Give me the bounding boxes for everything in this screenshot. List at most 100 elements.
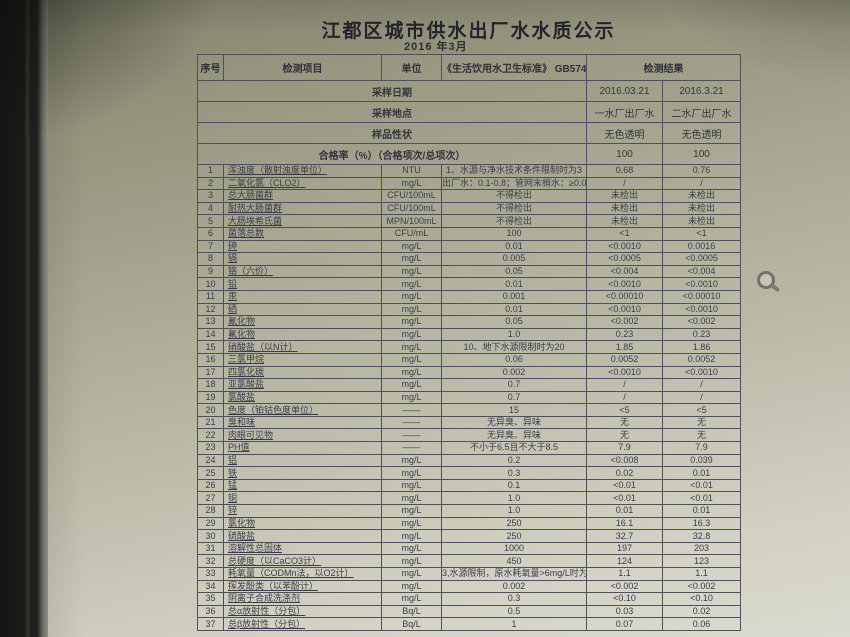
info-label: 合格率（%）（合格项次/总项次）	[197, 143, 587, 165]
cell-result-plant1: 16.1	[586, 516, 663, 531]
cell-standard: 0.06	[441, 352, 587, 367]
cell-result-plant2: 0.01	[662, 466, 741, 480]
cell-result-plant2: 0.06	[662, 617, 741, 631]
cell-result-plant2: <5	[662, 403, 741, 417]
cell-result-plant2: 0.039	[662, 453, 741, 468]
cell-result-plant1: <0.01	[586, 478, 663, 493]
cell-unit: mg/L	[381, 478, 442, 493]
cell-item: 氯化物	[223, 516, 382, 531]
cell-unit: CFU/100mL	[381, 189, 442, 203]
cell-standard: 450	[441, 554, 587, 568]
info-value-plant1: 一水厂出厂水	[586, 101, 663, 123]
table-row: 15 硝酸盐（以N计） mg/L 10、地下水源限制时为20 1.85 1.86	[197, 340, 741, 354]
table-row: 13 氰化物 mg/L 0.05 <0.002 <0.002	[197, 315, 741, 329]
cell-standard: 250	[441, 516, 587, 531]
cell-unit: mg/L	[381, 239, 442, 254]
info-label: 采样地点	[197, 101, 587, 123]
cell-unit: mg/L	[381, 176, 442, 191]
cell-standard: 1000	[441, 541, 587, 556]
cell-result-plant2: <0.002	[662, 315, 741, 329]
cell-unit: mg/L	[381, 277, 442, 291]
cell-item: 砷	[223, 239, 382, 254]
table-row: 27 铜 mg/L 1.0 <0.01 <0.01	[197, 491, 741, 506]
cell-result-plant2: 无	[662, 428, 741, 443]
table-row: 29 氯化物 mg/L 250 16.1 16.3	[197, 516, 741, 531]
table-row: 18 亚氯酸盐 mg/L 0.7//	[197, 378, 741, 392]
cell-standard: 0.3	[441, 466, 587, 480]
info-value-plant2: 100	[662, 143, 741, 165]
cell-item: 铅	[223, 277, 382, 291]
report-month: 2016 年3月	[404, 41, 468, 53]
cell-item: 肉眼可见物	[223, 428, 382, 443]
cell-standard: 0.3	[441, 592, 587, 606]
cell-no: 25	[197, 466, 224, 480]
cell-item: 四氯化碳	[223, 365, 382, 380]
cell-no: 34	[197, 579, 224, 594]
cell-result-plant2: <0.01	[662, 478, 741, 493]
cell-result-plant2: <0.004	[662, 264, 741, 279]
cell-result-plant1: 无	[586, 428, 663, 443]
cell-result-plant1: /	[586, 390, 663, 405]
table-row: 4 耐热大肠菌群 CFU/100mL 不得检出 未检出 未检出	[197, 201, 741, 216]
cell-standard: 不得检出	[441, 214, 587, 228]
cell-result-plant2: <0.0005	[662, 252, 741, 266]
cell-result-plant2: 1.86	[662, 340, 741, 354]
cell-unit: mg/L	[381, 352, 442, 367]
cell-result-plant1: 未检出	[586, 189, 663, 203]
cell-standard: 0.01	[441, 302, 587, 317]
cell-item: 总大肠菌群	[223, 189, 382, 203]
cell-result-plant2: <0.00010	[662, 289, 741, 304]
cell-item: 汞	[223, 289, 382, 304]
cell-result-plant2: <0.0010	[662, 277, 741, 291]
cell-standard: 0.002	[441, 365, 587, 380]
cell-standard: 0.2	[441, 453, 587, 468]
cell-result-plant2: 1.1	[662, 567, 741, 581]
cell-result-plant1: 1.85	[586, 340, 663, 354]
cell-item: 耐热大肠菌群	[223, 201, 382, 216]
cell-unit: Bq/L	[381, 617, 442, 631]
cell-unit: mg/L	[381, 302, 442, 317]
cell-no: 30	[197, 529, 224, 543]
cell-unit: mg/L	[381, 592, 442, 606]
cell-item: 锰	[223, 478, 382, 493]
cell-unit: mg/L	[381, 466, 442, 480]
table-row: 22 肉眼可见物 —— 无异臭、异味无无	[197, 428, 741, 443]
cell-no: 19	[197, 390, 224, 405]
cell-unit: mg/L	[381, 541, 442, 556]
cell-item: 浑浊度（散射浊度单位）	[223, 164, 382, 178]
cell-standard: 0.001	[441, 289, 587, 304]
cell-result-plant1: 无	[586, 415, 663, 430]
cell-no: 29	[197, 516, 224, 531]
col-header-standard: 《生活饮用水卫生标准》 GB5749	[441, 54, 587, 81]
cell-result-plant2: 未检出	[662, 214, 741, 228]
table-row: 11 汞 mg/L 0.001 <0.00010 <0.00010	[197, 289, 741, 304]
info-row: 采样地点 一水厂出厂水 二水厂出厂水	[197, 101, 741, 123]
cell-result-plant1: 未检出	[586, 214, 663, 228]
cell-standard: 0.005	[441, 252, 587, 266]
cell-no: 5	[197, 214, 224, 228]
magnifier-cursor-icon	[757, 271, 781, 292]
cell-unit: mg/L	[381, 554, 442, 568]
info-row: 采样日期 2016.03.21 2016.3.21	[197, 80, 741, 102]
cell-standard: 0.1	[441, 478, 587, 493]
cell-no: 27	[197, 491, 224, 506]
col-header-result: 检测结果	[586, 54, 741, 81]
cell-result-plant1: <0.00010	[586, 289, 663, 304]
cell-no: 13	[197, 315, 224, 329]
cell-standard: 无异臭、异味	[441, 415, 587, 430]
cell-item: 三氯甲烷	[223, 352, 382, 367]
cell-standard: 3,水源限制，原水耗氧量>6mg/L时为5	[441, 567, 587, 581]
cell-result-plant1: <0.0005	[586, 252, 663, 266]
cell-standard: 100	[441, 226, 587, 241]
cell-standard: 0.7	[441, 378, 587, 392]
table-header-row: 序号 检测项目 单位 《生活饮用水卫生标准》 GB5749 检测结果	[197, 54, 741, 81]
cell-item: 挥发酚类（以苯酚计）	[223, 579, 382, 594]
info-value-plant2: 二水厂出厂水	[662, 101, 741, 123]
cell-result-plant1: <0.008	[586, 453, 663, 468]
cell-item: 铬（六价）	[223, 264, 382, 279]
cell-result-plant1: 未检出	[586, 201, 663, 216]
cell-result-plant2: <1	[662, 226, 741, 241]
table-row: 6 菌落总数 CFU/mL 100 <1 <1	[197, 226, 741, 241]
cell-unit: mg/L	[381, 491, 442, 506]
table-row: 1 浑浊度（散射浊度单位） NTU 1、水源与净水技术条件限制时为3 0.68 0.76	[197, 164, 741, 178]
